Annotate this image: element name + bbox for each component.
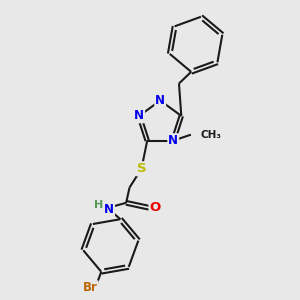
Text: H: H xyxy=(94,200,103,210)
Text: N: N xyxy=(168,134,178,147)
Text: Br: Br xyxy=(83,281,98,294)
Text: S: S xyxy=(137,162,146,175)
Text: O: O xyxy=(149,201,161,214)
Text: CH₃: CH₃ xyxy=(200,130,221,140)
Text: N: N xyxy=(155,94,165,107)
Text: N: N xyxy=(104,203,114,216)
Text: N: N xyxy=(134,110,144,122)
